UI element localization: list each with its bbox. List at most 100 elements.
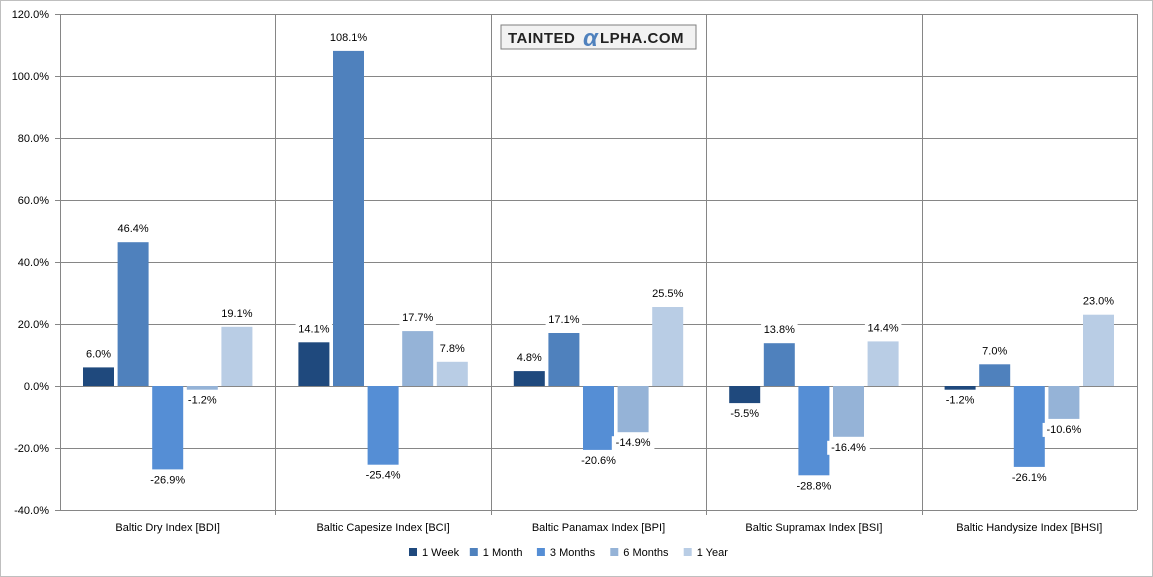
bar [152,386,184,470]
data-label: 7.8% [440,343,465,355]
data-label-bg [726,407,763,422]
bar [833,386,864,437]
bar [583,386,614,450]
data-label-bg [361,468,405,483]
legend-swatch [683,548,692,556]
data-label-bg [114,222,152,237]
data-label: -1.2% [946,395,975,407]
data-label-bg [611,436,655,451]
data-label: 108.1% [330,32,368,44]
data-label-bg [295,322,333,337]
watermark-prefix: TAINTED [508,30,575,47]
bar [83,367,114,386]
data-label: 6.0% [86,348,111,360]
category-label: Baltic Handysize Index [BHSI] [956,522,1102,534]
data-label-bg [327,30,370,45]
y-tick-label: 20.0% [18,319,49,331]
y-tick-label: 0.0% [24,381,49,393]
data-label: -1.2% [188,395,217,407]
data-label-bg [761,323,798,338]
legend-label: 1 Week [422,547,460,559]
bar [1013,386,1045,467]
category-label: Baltic Panamax Index [BPI] [532,522,665,534]
data-label-bg [649,287,686,301]
bar [1048,386,1080,419]
data-label: -20.6% [581,455,616,467]
bar [221,326,253,386]
data-label-bg [827,440,870,455]
y-tick-label: 100.0% [12,71,50,83]
data-label-bg [146,473,189,488]
y-axis-tick-labels: -40.0% -20.0% 0.0% 20.0% 40.0% 60.0% 80.0% 100.… [12,9,50,517]
data-label: -14.9% [616,437,651,449]
data-label: -26.9% [150,474,185,486]
data-label-bg [941,393,979,408]
bar [548,333,580,386]
bar [763,343,795,386]
legend-swatch [536,548,545,556]
bar [617,386,649,433]
bar [729,386,761,404]
data-label-bg [545,313,583,327]
data-label: 19.1% [221,308,252,320]
data-label: 7.0% [982,345,1007,357]
data-label-bg [184,393,221,408]
legend-swatch [469,548,478,556]
data-label: -26.1% [1012,472,1047,484]
data-label: -5.5% [730,408,759,420]
data-label: 25.5% [652,288,683,300]
bar [798,386,830,476]
y-tick-label: 80.0% [18,133,49,145]
watermark: TAINTED α LPHA.COM [500,24,697,52]
bar [402,331,434,386]
legend: 1 Week 1 Month 3 Months 6 Months 1 Year [409,547,728,559]
data-label: 17.1% [548,314,579,326]
data-labels: 6.0% 46.4% -26.9% -1.2% 19.1% 14.1% 108.1% -25.… [83,30,1117,494]
data-label-bg [792,479,836,494]
category-label: Baltic Supramax Index [BSI] [745,522,882,534]
data-label-bg [514,351,545,366]
bar [944,386,976,390]
y-tick-label: 60.0% [18,195,49,207]
data-label-bg [399,311,436,326]
data-label: -25.4% [366,470,401,482]
watermark-suffix: LPHA.COM [600,30,684,47]
data-label: 14.1% [298,323,329,335]
watermark-box [500,24,697,50]
data-label: -28.8% [796,480,831,492]
bar [513,371,545,386]
data-label-bg [437,341,468,356]
data-label-bg [864,321,902,336]
bar [367,386,399,465]
bars [83,50,1114,476]
legend-swatch [409,548,417,556]
legend-label: 6 Months [623,547,669,559]
legend-label: 1 Month [483,547,523,559]
y-tick-label: -40.0% [14,505,49,517]
bar [186,386,218,390]
data-label: -10.6% [1046,424,1081,436]
data-label: 4.8% [517,352,542,364]
legend-label: 3 Months [550,547,596,559]
x-axis-category-labels: Baltic Dry Index [BDI] Baltic Capesize In… [115,522,1102,534]
data-label: 13.8% [764,324,795,336]
data-label: -16.4% [831,442,866,454]
bar [436,361,468,386]
data-label-bg [979,344,1010,359]
bar [867,341,899,386]
data-label-bg [83,347,114,362]
bar [652,307,684,386]
bar [1083,314,1114,386]
data-label-bg [577,453,620,468]
data-label: 23.0% [1083,296,1114,308]
data-label-bg [1008,470,1051,485]
watermark-alpha: α [583,25,599,52]
category-dividers [275,14,923,515]
category-label: Baltic Dry Index [BDI] [115,522,220,534]
bar [298,342,330,386]
data-label: 14.4% [867,322,898,334]
y-tick-label: 120.0% [12,9,50,21]
